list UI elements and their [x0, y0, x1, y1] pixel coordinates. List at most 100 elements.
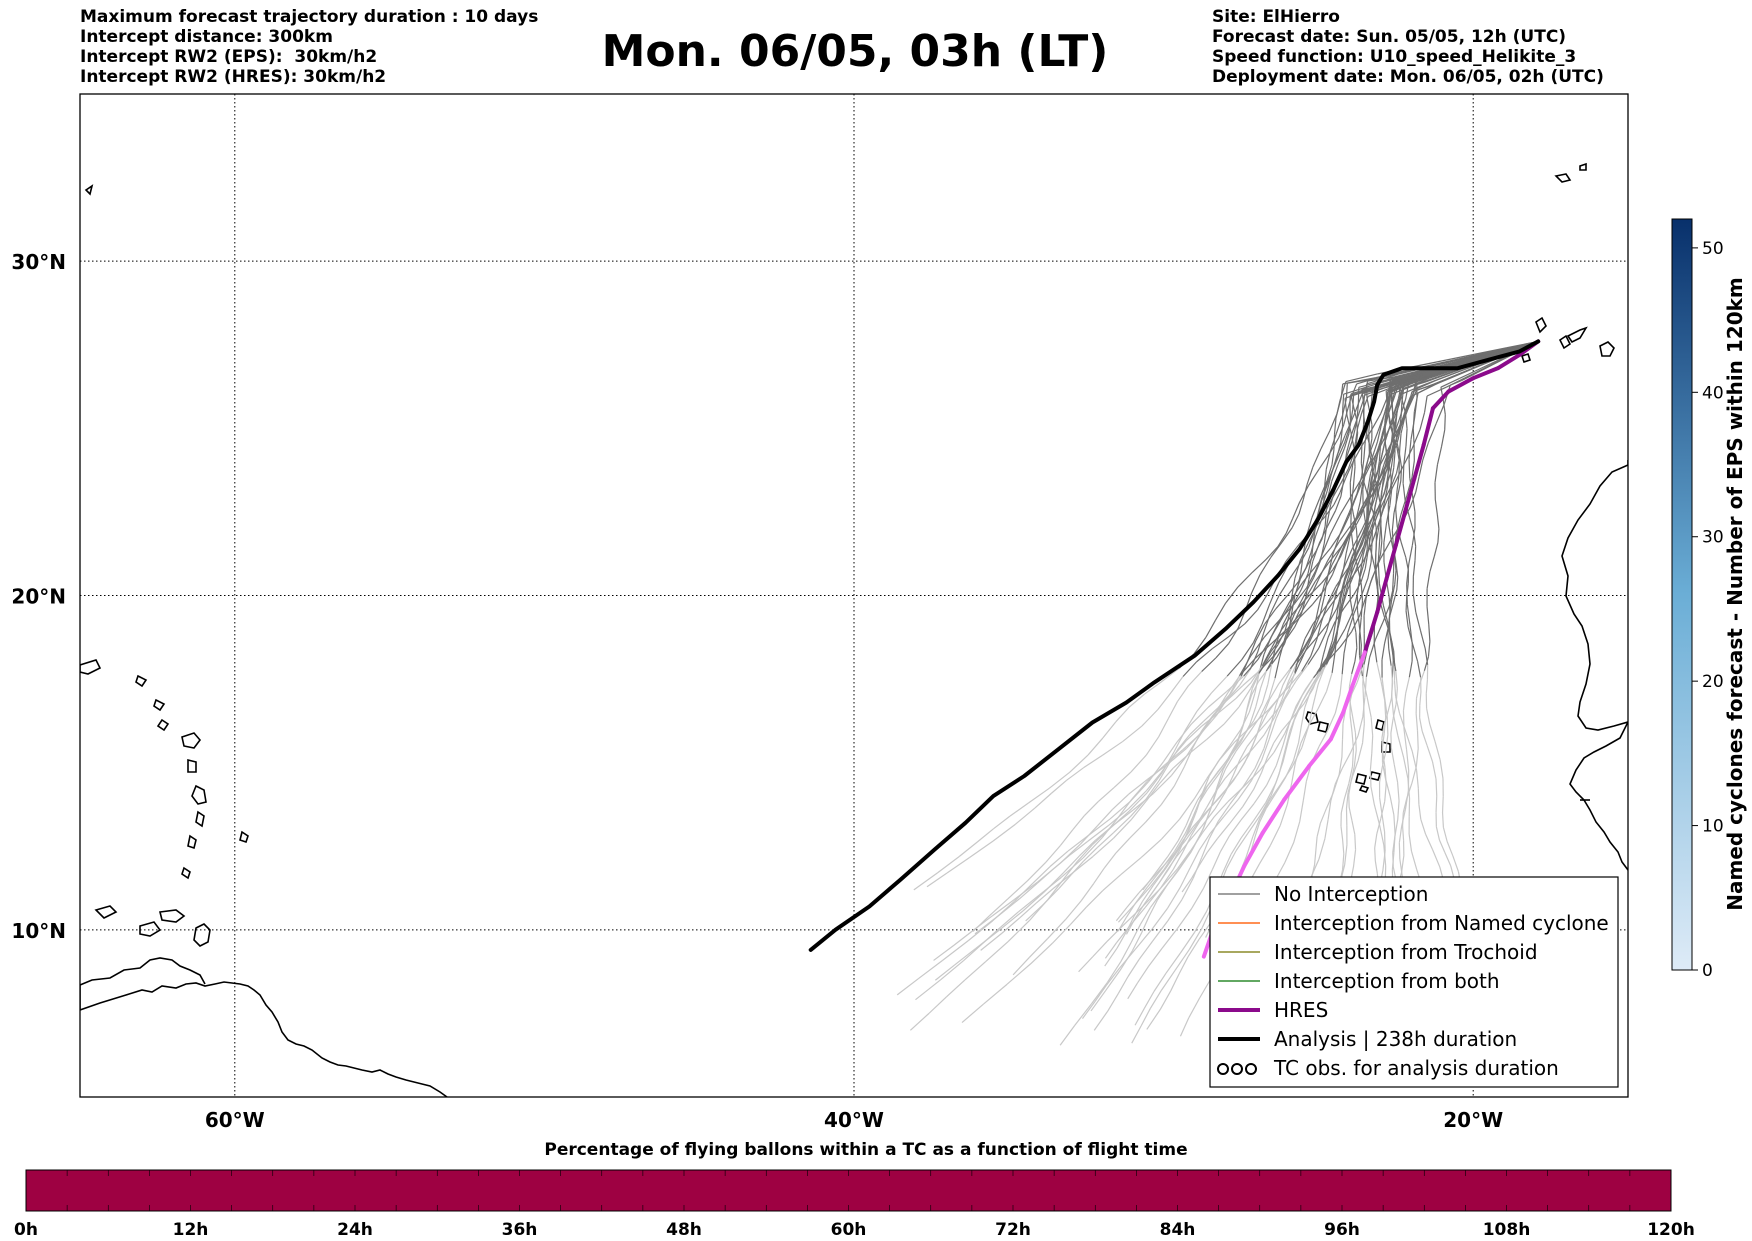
ensemble-segment — [1393, 764, 1399, 783]
ensemble-segment — [1279, 804, 1288, 826]
ensemble-segment — [1412, 560, 1416, 577]
ensemble-segment — [1131, 800, 1147, 820]
ensemble-segment — [1144, 680, 1163, 695]
ensemble-segment — [1105, 967, 1121, 986]
ensemble-segment — [1329, 433, 1337, 453]
ensemble-segment — [1317, 691, 1328, 709]
ensemble-segment — [1229, 729, 1242, 747]
ensemble-segment — [1390, 665, 1394, 683]
ensemble-segment — [992, 823, 1016, 842]
ensemble-segment — [1389, 380, 1416, 393]
ensemble-segment — [1434, 375, 1456, 386]
ensemble-segment — [1139, 907, 1151, 925]
ensemble-segment — [1373, 496, 1378, 514]
ensemble-segment — [1374, 833, 1378, 849]
ensemble-segment — [1078, 956, 1094, 973]
ensemble-segment — [1331, 591, 1338, 613]
ensemble-segment — [1337, 448, 1346, 465]
ensemble-segment — [1350, 549, 1360, 570]
ensemble-segment — [1275, 761, 1284, 783]
ensemble-segment — [1173, 832, 1186, 852]
ensemble-segment — [1352, 466, 1356, 487]
ensemble-segment — [1379, 540, 1383, 555]
ensemble-segment — [1257, 641, 1270, 660]
ensemble-segment — [1361, 458, 1365, 476]
ensemble-segment — [1314, 602, 1321, 622]
ensemble-segment — [1442, 400, 1446, 415]
ensemble-segment — [1374, 860, 1378, 874]
hres-segment — [1350, 650, 1367, 688]
ensemble-segment — [1316, 823, 1321, 838]
ensemble-segment — [1133, 901, 1143, 917]
ensemble-segment — [1324, 469, 1327, 486]
ensemble-segment — [1214, 791, 1227, 810]
ensemble-segment — [1243, 769, 1261, 788]
header-line: Maximum forecast trajectory duration : 1… — [80, 7, 539, 27]
ensemble-segment — [1217, 803, 1231, 822]
ensemble-segment — [1392, 836, 1396, 853]
ensemble-segment — [1348, 766, 1354, 784]
ensemble-segment — [1416, 661, 1422, 678]
ensemble-segment — [1146, 1009, 1161, 1030]
ensemble-segment — [1367, 500, 1374, 519]
ensemble-segment — [1441, 796, 1444, 813]
ensemble-segment — [1367, 561, 1372, 579]
ensemble-segment — [1059, 829, 1074, 846]
ensemble-segment — [1274, 656, 1281, 679]
ensemble-segment — [1292, 703, 1305, 718]
ensemble-segment — [1332, 583, 1340, 598]
ensemble-segment — [953, 930, 974, 946]
ensemble-segment — [1215, 643, 1230, 659]
ensemble-segment — [1400, 542, 1407, 558]
ensemble-segment — [1389, 633, 1394, 653]
ensemble-segment — [1269, 595, 1280, 615]
ensemble-segment — [1176, 907, 1193, 929]
ensemble-segment — [1390, 718, 1394, 734]
ensemble-segment — [1177, 825, 1187, 841]
ensemble-segment — [1387, 391, 1391, 408]
ensemble-segment — [1416, 730, 1419, 749]
ensemble-segment — [1149, 889, 1164, 908]
ensemble-segment — [1405, 610, 1409, 628]
colorbar-tick-label: 30 — [1702, 528, 1724, 548]
island-madeira — [1554, 173, 1572, 183]
hres-segment — [1341, 683, 1355, 715]
ensemble-segment — [1178, 829, 1190, 850]
ensemble-segment — [1390, 472, 1398, 488]
ensemble-segment — [1146, 772, 1163, 794]
ensemble-segment — [1211, 790, 1226, 807]
ensemble-segment — [1163, 749, 1184, 767]
ensemble-segment — [1280, 766, 1293, 785]
ensemble-segment — [1201, 711, 1220, 727]
ensemble-segment — [1208, 760, 1219, 777]
ensemble-segment — [1406, 583, 1409, 597]
ensemble-segment — [1381, 813, 1386, 833]
island-leeward-2 — [153, 698, 166, 712]
ensemble-segment — [1187, 938, 1200, 958]
ensemble-segment — [1224, 764, 1238, 779]
hres-segment — [1375, 576, 1389, 615]
ensemble-segment — [1324, 504, 1335, 518]
ensemble-segment — [1392, 704, 1397, 719]
ensemble-segment — [1389, 489, 1393, 506]
ensemble-segment — [1161, 818, 1181, 840]
ensemble-segment — [926, 872, 948, 888]
ensemble-segment — [1240, 711, 1250, 731]
ensemble-segment — [1335, 400, 1341, 419]
ensemble-segment — [1216, 769, 1224, 788]
ensemble-segment — [1374, 622, 1384, 640]
ensemble-segment — [1122, 906, 1143, 926]
ensemble-segment — [1112, 809, 1134, 826]
ensemble-segment — [1371, 473, 1378, 488]
ensemble-segment — [1370, 431, 1379, 451]
ensemble-segment — [1435, 826, 1441, 841]
ensemble-segment — [1347, 454, 1354, 470]
island-grenada — [181, 866, 191, 880]
ensemble-segment — [1312, 609, 1324, 625]
ensemble-segment — [1093, 867, 1106, 884]
ensemble-segment — [1283, 618, 1299, 635]
ensemble-segment — [1160, 970, 1176, 991]
ensemble-segment — [1376, 662, 1382, 682]
ensemble-segment — [1331, 620, 1337, 641]
ensemble-segment — [1263, 636, 1272, 655]
